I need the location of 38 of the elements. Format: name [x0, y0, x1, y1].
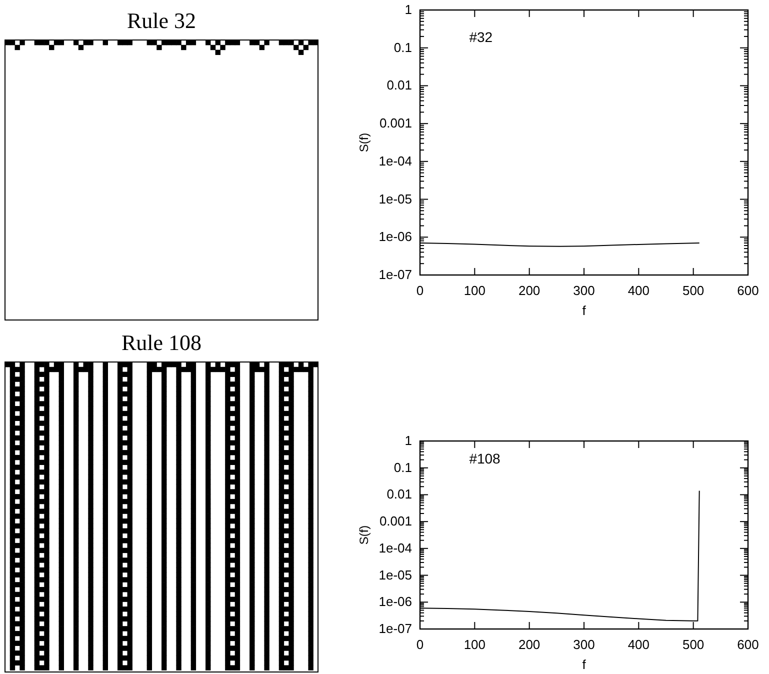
y-tick-label: 1	[404, 433, 412, 448]
text: Rule 108	[121, 330, 202, 355]
x-tick-label: 200	[518, 637, 540, 652]
x-tick-label: 600	[737, 283, 759, 298]
y-tick-label: 0.1	[394, 40, 412, 55]
text: Rule 32	[126, 8, 196, 33]
x-tick-label: 200	[518, 283, 540, 298]
x-tick-label: 300	[573, 637, 595, 652]
y-tick-label: 0.01	[386, 486, 412, 502]
x-tick-label: 100	[464, 283, 486, 298]
y-tick-label: 0.1	[394, 460, 412, 475]
x-axis-title: f	[582, 657, 586, 672]
y-tick-label: 1	[404, 2, 412, 17]
y-tick-label: 1e-04	[378, 540, 412, 556]
x-tick-label: 300	[573, 283, 595, 298]
y-tick-label: 0.001	[379, 116, 412, 131]
y-tick-label: 1e-07	[378, 621, 412, 636]
annotation: #32	[469, 28, 493, 45]
y-tick-label: 1e-05	[378, 191, 412, 206]
y-tick-label: 0.001	[379, 514, 412, 529]
x-tick-label: 0	[416, 637, 424, 652]
y-tick-label: 1e-07	[378, 267, 412, 282]
x-tick-label: 500	[682, 283, 704, 298]
x-tick-label: 600	[737, 637, 759, 652]
x-axis-title: f	[582, 303, 586, 318]
annotation: #108	[469, 450, 501, 467]
y-tick-label: 1e-04	[378, 153, 412, 168]
x-tick-label: 400	[628, 283, 650, 298]
y-tick-label: 1e-06	[378, 594, 412, 610]
x-tick-label: 400	[628, 637, 650, 652]
y-tick-label: 1e-05	[378, 567, 412, 582]
y-axis-title: S(f)	[357, 525, 371, 545]
x-tick-label: 0	[416, 283, 424, 298]
x-tick-label: 100	[464, 637, 486, 652]
x-tick-label: 500	[682, 637, 704, 652]
y-axis-title: S(f)	[357, 132, 371, 152]
y-tick-label: 1e-06	[378, 229, 412, 244]
y-tick-label: 0.01	[386, 78, 412, 93]
